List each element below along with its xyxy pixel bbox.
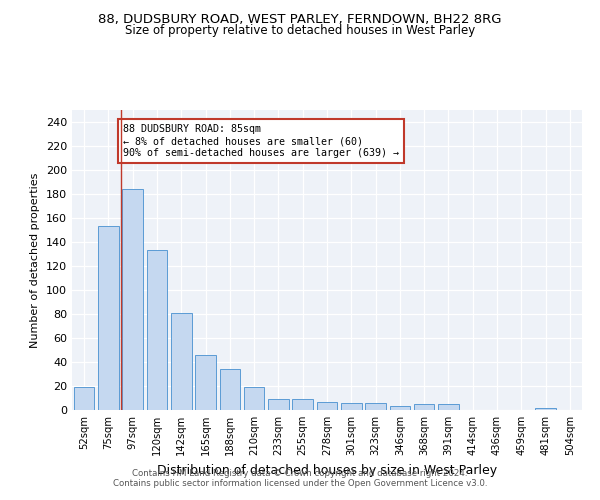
Bar <box>171 313 191 410</box>
Bar <box>438 404 459 410</box>
Text: Contains HM Land Registry data © Crown copyright and database right 2024.: Contains HM Land Registry data © Crown c… <box>132 468 468 477</box>
Text: 88 DUDSBURY ROAD: 85sqm
← 8% of detached houses are smaller (60)
90% of semi-det: 88 DUDSBURY ROAD: 85sqm ← 8% of detached… <box>123 124 399 158</box>
Bar <box>414 404 434 410</box>
Bar <box>292 399 313 410</box>
Bar <box>220 369 240 410</box>
Bar <box>98 226 119 410</box>
Bar <box>146 250 167 410</box>
Y-axis label: Number of detached properties: Number of detached properties <box>31 172 40 348</box>
Text: 88, DUDSBURY ROAD, WEST PARLEY, FERNDOWN, BH22 8RG: 88, DUDSBURY ROAD, WEST PARLEY, FERNDOWN… <box>98 12 502 26</box>
Bar <box>535 408 556 410</box>
Bar <box>365 403 386 410</box>
Bar <box>244 387 265 410</box>
X-axis label: Distribution of detached houses by size in West Parley: Distribution of detached houses by size … <box>157 464 497 476</box>
Bar <box>389 406 410 410</box>
Text: Size of property relative to detached houses in West Parley: Size of property relative to detached ho… <box>125 24 475 37</box>
Bar <box>195 355 216 410</box>
Bar <box>317 402 337 410</box>
Bar <box>74 387 94 410</box>
Bar <box>122 189 143 410</box>
Bar <box>341 403 362 410</box>
Bar <box>268 399 289 410</box>
Text: Contains public sector information licensed under the Open Government Licence v3: Contains public sector information licen… <box>113 478 487 488</box>
